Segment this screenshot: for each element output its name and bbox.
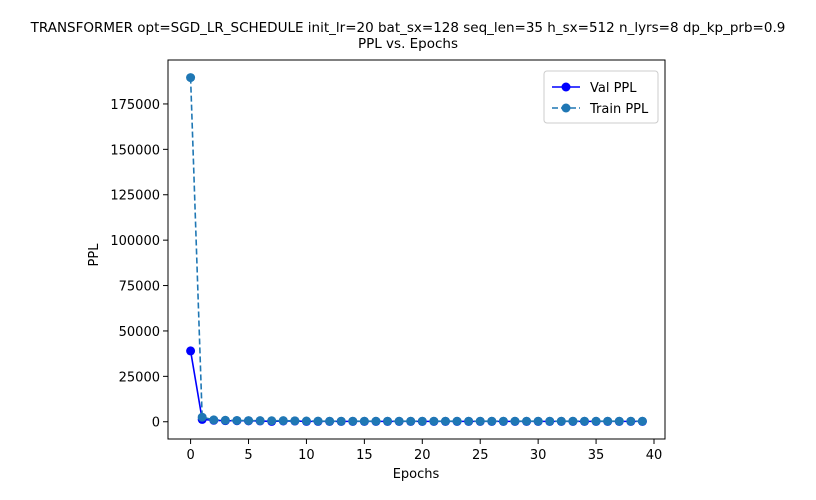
data-point (371, 416, 381, 426)
series-train-ppl (186, 73, 647, 426)
x-tick-label: 40 (646, 448, 663, 463)
x-tick-label: 20 (414, 448, 431, 463)
y-tick-label: 175000 (110, 98, 160, 113)
x-tick-label: 15 (356, 448, 373, 463)
data-point (603, 416, 613, 426)
data-point (394, 416, 404, 426)
y-axis-ticks: 0 25000 50000 75000 100000 125000 150000 175000 (110, 98, 168, 431)
data-point (290, 416, 300, 426)
data-point (186, 73, 196, 83)
data-point (522, 416, 532, 426)
data-point (406, 416, 416, 426)
chart-title: TRANSFORMER opt=SGD_LR_SCHEDULE init_lr=… (30, 20, 786, 36)
data-point (556, 416, 566, 426)
data-point (348, 416, 358, 426)
x-axis-label: Epochs (393, 467, 440, 482)
data-point (278, 416, 288, 426)
data-point (417, 416, 427, 426)
data-point (209, 415, 219, 425)
data-point (637, 416, 647, 426)
data-point (255, 416, 265, 426)
data-point (267, 416, 277, 426)
y-axis-label: PPL (87, 243, 102, 267)
y-tick-label: 100000 (110, 234, 160, 249)
data-point (475, 416, 485, 426)
data-point (359, 416, 369, 426)
x-tick-label: 0 (186, 448, 194, 463)
data-point (383, 416, 393, 426)
x-tick-label: 35 (588, 448, 605, 463)
data-point (197, 412, 207, 422)
data-point (591, 416, 601, 426)
data-point (498, 416, 508, 426)
series-line (189, 77, 643, 423)
data-point (487, 416, 497, 426)
x-tick-label: 30 (530, 448, 547, 463)
legend-marker (561, 82, 571, 92)
data-point (232, 415, 242, 425)
legend: Val PPL Train PPL (543, 70, 659, 124)
data-point (510, 416, 520, 426)
data-point (220, 415, 230, 425)
x-tick-label: 10 (298, 448, 315, 463)
data-point (301, 416, 311, 426)
y-tick-label: 25000 (119, 370, 160, 385)
data-point (325, 416, 335, 426)
x-axis-ticks: 0 5 10 15 20 25 30 35 40 (186, 439, 662, 463)
series-layer (186, 73, 647, 426)
y-tick-label: 50000 (119, 325, 160, 340)
data-point (244, 416, 254, 426)
y-tick-label: 150000 (110, 143, 160, 158)
data-point (568, 416, 578, 426)
data-point (533, 416, 543, 426)
x-tick-label: 5 (244, 448, 252, 463)
data-point (313, 416, 323, 426)
legend-box (543, 70, 659, 124)
data-point (452, 416, 462, 426)
legend-marker (561, 103, 571, 113)
data-point (464, 416, 474, 426)
chart-subtitle: PPL vs. Epochs (358, 36, 458, 52)
y-tick-label: 125000 (110, 189, 160, 204)
data-point (545, 416, 555, 426)
legend-label: Train PPL (589, 102, 649, 117)
y-tick-label: 0 (152, 416, 160, 431)
data-point (614, 416, 624, 426)
y-tick-label: 75000 (119, 280, 160, 295)
data-point (579, 416, 589, 426)
data-point (429, 416, 439, 426)
legend-label: Val PPL (590, 81, 637, 96)
data-point (440, 416, 450, 426)
data-point (336, 416, 346, 426)
data-point (626, 416, 636, 426)
x-tick-label: 25 (472, 448, 489, 463)
data-point (186, 346, 196, 356)
